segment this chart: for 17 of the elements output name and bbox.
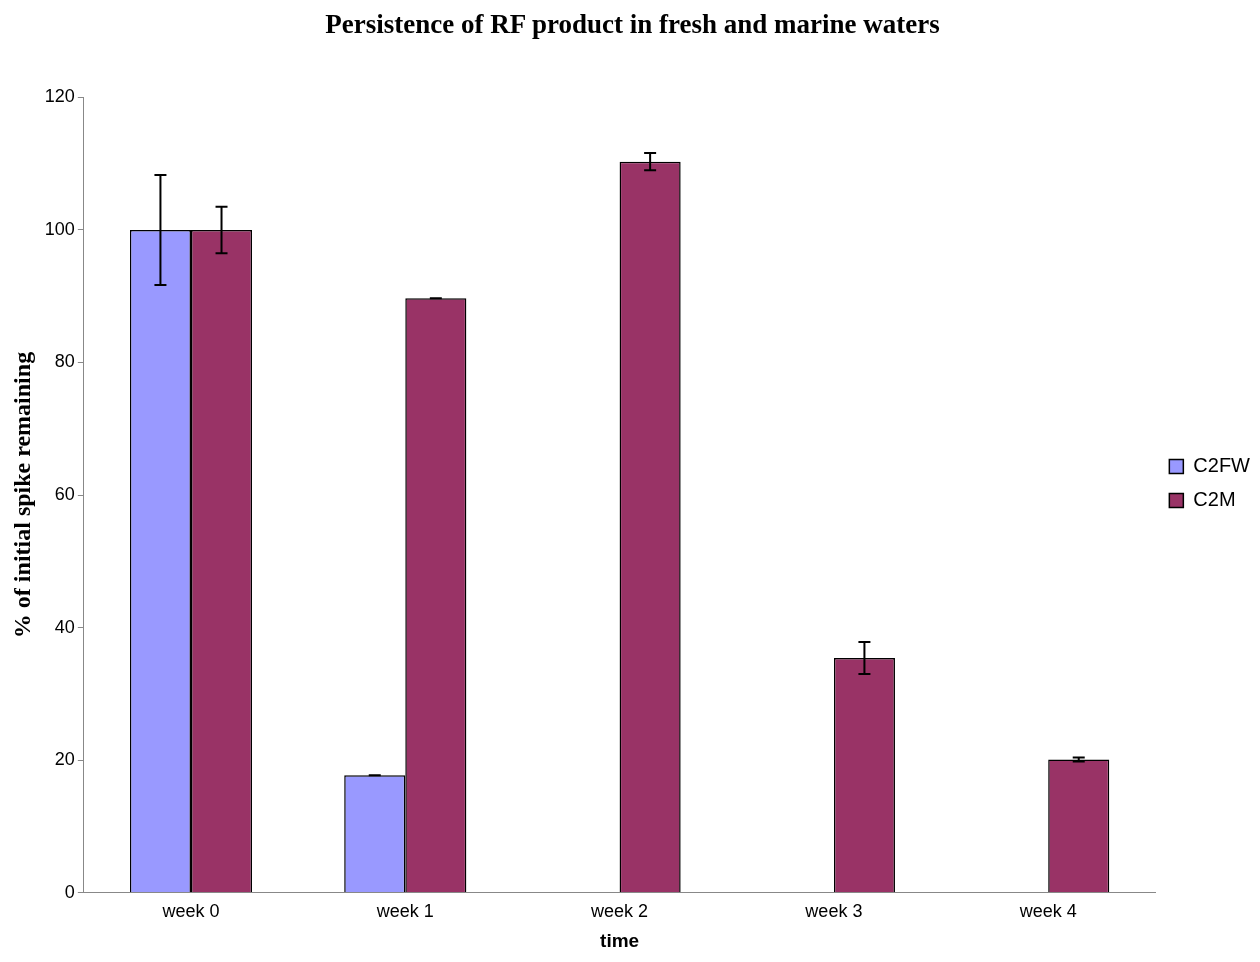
x-axis-title: time: [600, 929, 640, 951]
legend-label: C2M: [1193, 488, 1236, 511]
y-tick-label: 60: [54, 483, 75, 504]
x-tick-label: week 0: [161, 901, 220, 922]
x-tick-label: week 3: [804, 901, 863, 922]
y-tick-label: 40: [54, 616, 75, 637]
x-tick-label: week 1: [375, 901, 434, 922]
chart-title: Persistence of RF product in fresh and marine waters: [325, 9, 940, 40]
x-tick-label: week 2: [590, 901, 649, 922]
x-tick-label: week 4: [1018, 901, 1077, 922]
legend-label: C2FW: [1193, 454, 1251, 477]
y-tick-label: 80: [54, 351, 75, 372]
y-tick-label: 100: [44, 218, 75, 239]
y-axis-title: % of initial spike remaining: [8, 351, 35, 639]
y-tick-label: 20: [54, 749, 75, 770]
y-tick-label: 120: [44, 86, 75, 107]
y-tick-label: 0: [64, 881, 75, 902]
